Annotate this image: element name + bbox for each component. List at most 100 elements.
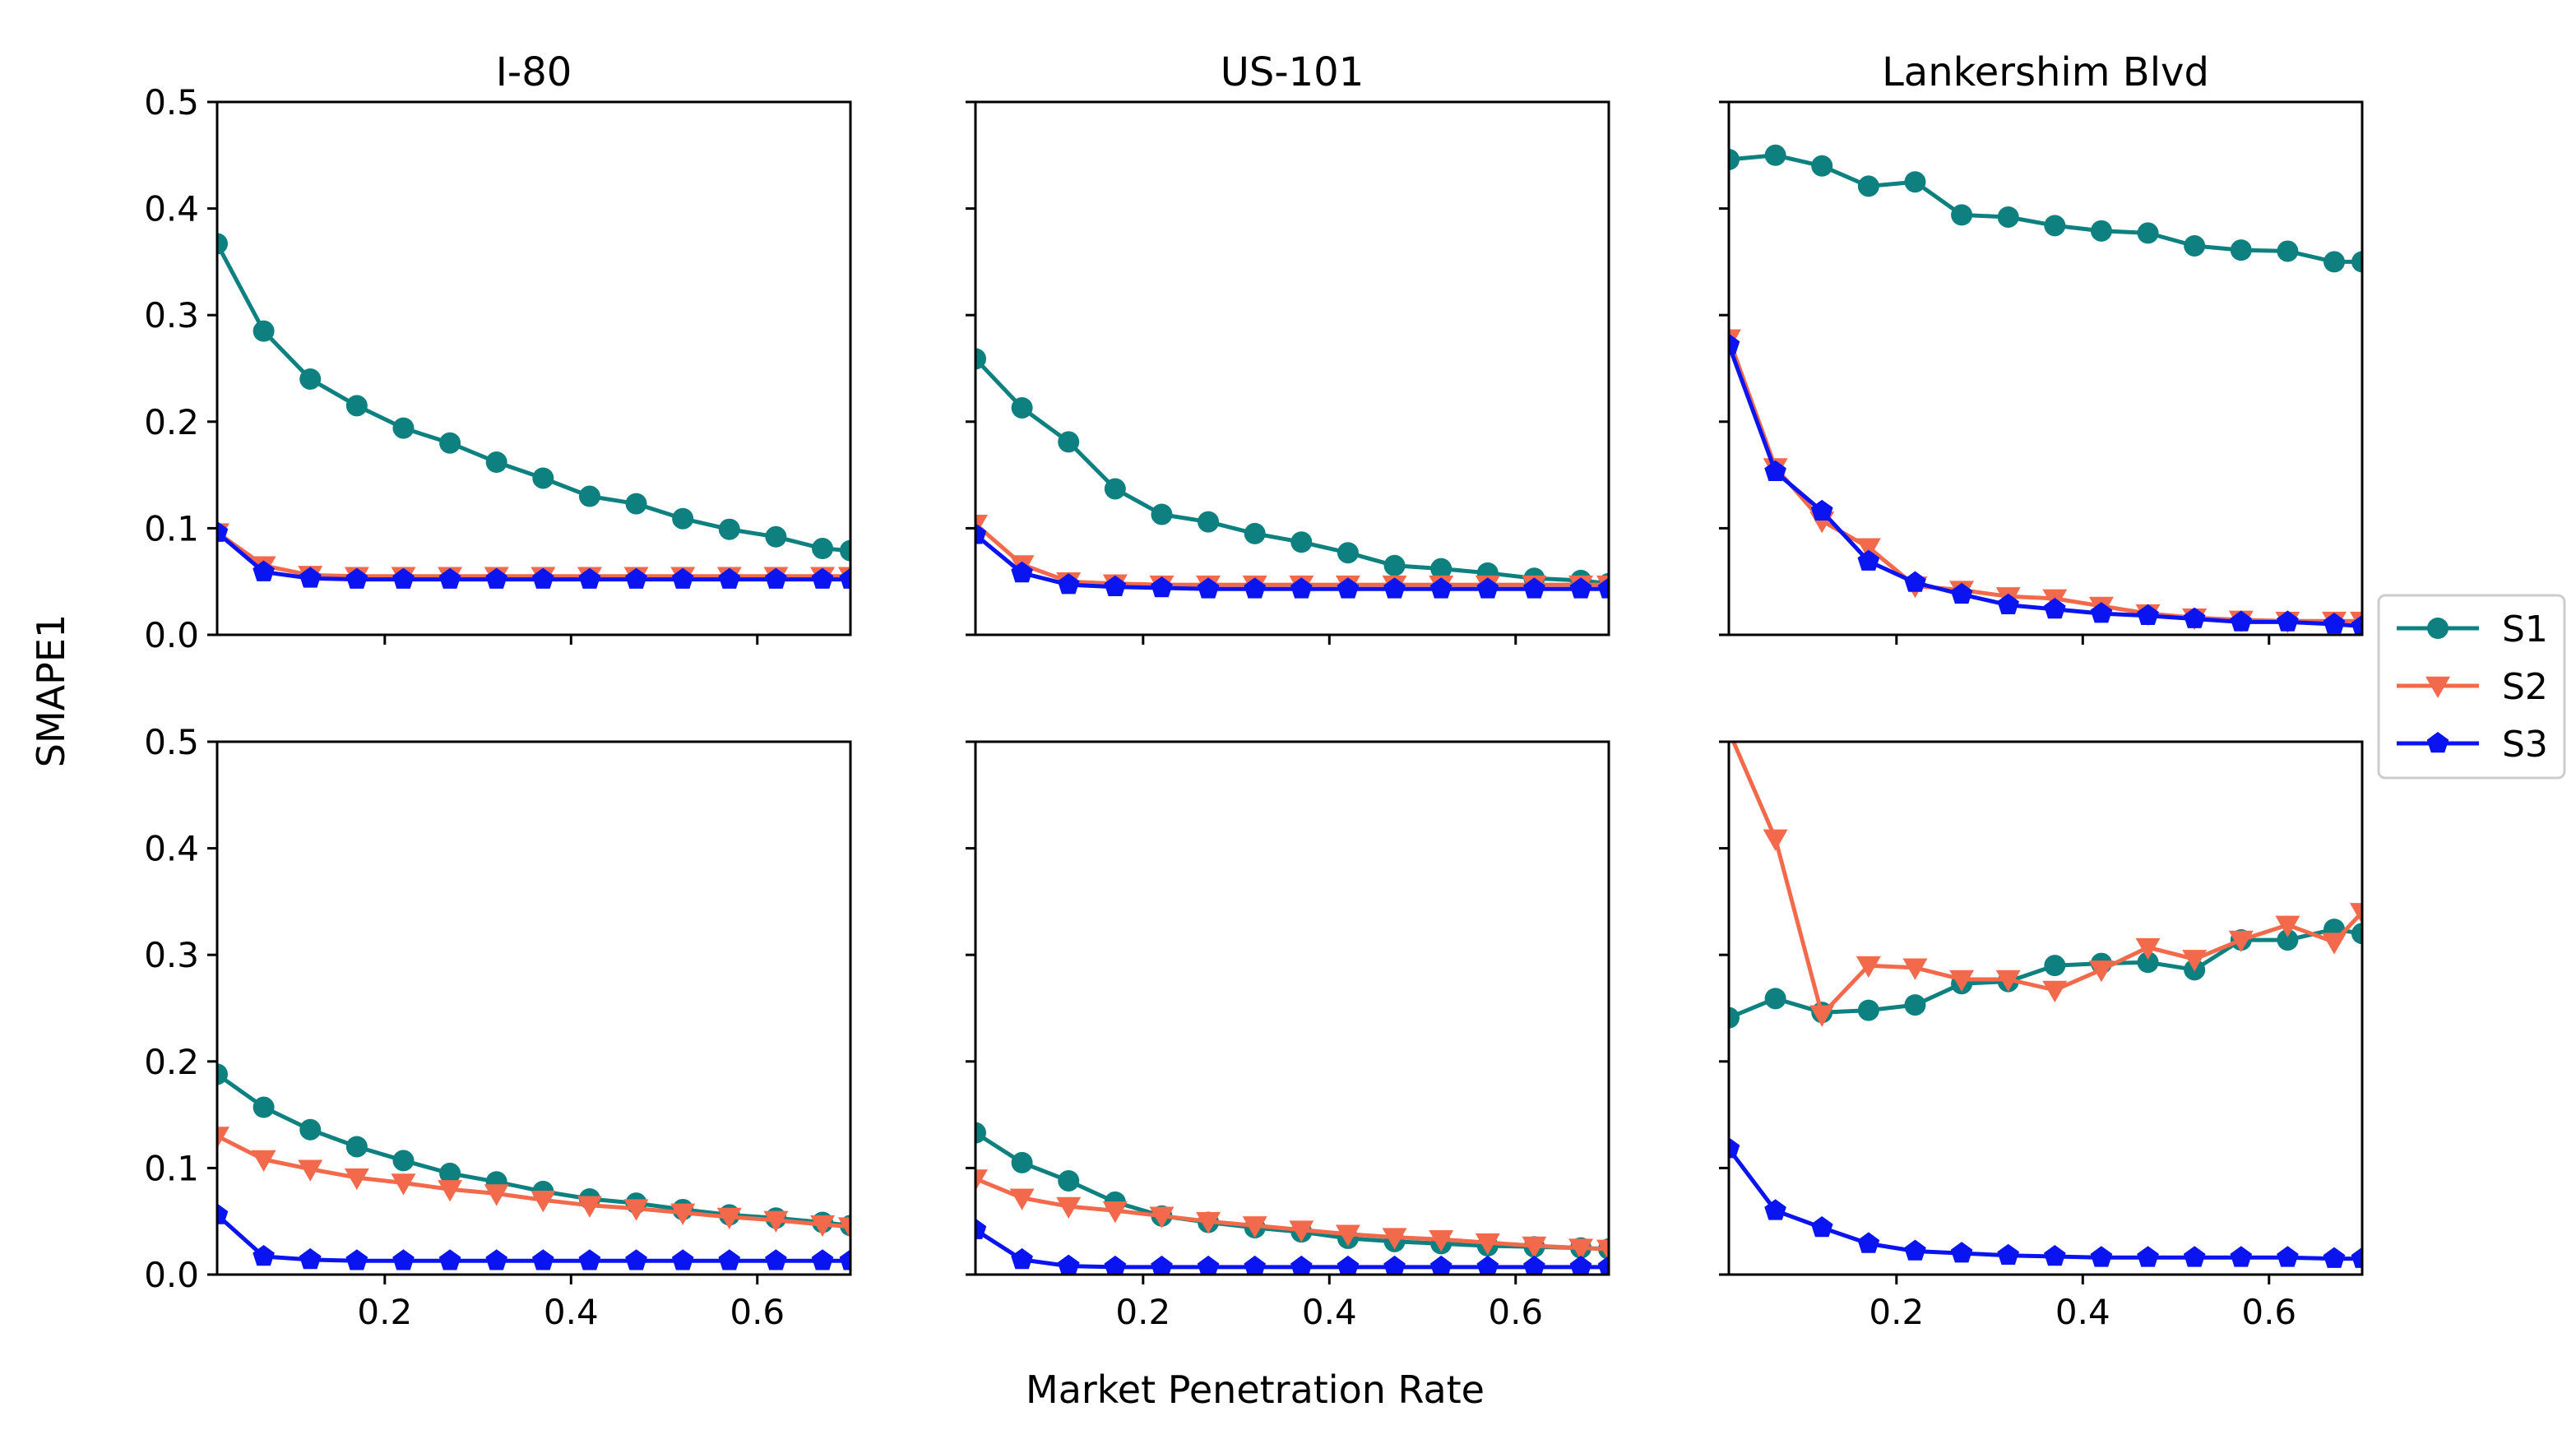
data-point-S1 [2137, 951, 2159, 974]
series-line-S2 [1730, 742, 2362, 1017]
series-line-S1 [217, 243, 850, 553]
data-point-S1 [299, 1118, 322, 1141]
x-axis-label: Market Penetration Rate [1026, 1368, 1485, 1412]
data-point-S3 [578, 1249, 601, 1270]
data-point-S3 [2277, 610, 2299, 632]
data-point-S3 [765, 567, 787, 589]
panel-title: Lankershim Blvd [1882, 49, 2209, 95]
data-point-S3 [1244, 577, 1266, 599]
series-group [975, 1122, 1609, 1275]
data-point-S1 [1904, 171, 1926, 193]
data-point-S3 [299, 1247, 322, 1270]
data-point-S2 [1902, 958, 1928, 980]
data-point-S3 [1429, 577, 1452, 599]
data-point-S1 [439, 1162, 461, 1184]
data-point-S3 [2044, 1245, 2066, 1266]
data-point-S3 [1810, 1216, 1833, 1238]
data-point-S2 [1149, 1206, 1174, 1229]
data-point-S2 [344, 1168, 369, 1191]
data-point-S3 [1729, 333, 1740, 354]
series-group [975, 348, 1609, 599]
data-point-S3 [1057, 573, 1080, 595]
data-point-S1 [1764, 144, 1786, 166]
data-point-S2 [1242, 1216, 1267, 1238]
data-point-S1 [299, 368, 322, 390]
y-tick-label: 0.0 [144, 1255, 199, 1295]
data-point-S3 [839, 567, 850, 589]
data-point-S3 [1997, 593, 2019, 614]
data-point-S1 [253, 1096, 275, 1118]
data-point-S1 [1104, 478, 1126, 500]
data-point-S3 [1104, 575, 1127, 596]
data-point-S2 [217, 1127, 229, 1149]
data-point-S3 [2277, 1246, 2299, 1267]
axes-frame [215, 740, 852, 1276]
data-point-S3 [1337, 1255, 1360, 1275]
data-point-S3 [975, 523, 987, 544]
data-point-S1 [485, 451, 507, 474]
data-point-S3 [625, 1249, 647, 1270]
series-group [1729, 742, 2362, 1268]
data-point-S3 [2090, 602, 2113, 623]
panel-title: US-101 [1221, 49, 1364, 95]
data-point-S3 [671, 567, 694, 589]
x-tick-label: 0.4 [544, 1292, 599, 1332]
data-point-S1 [1244, 522, 1266, 544]
data-point-S1 [1764, 988, 1786, 1010]
data-point-S1 [625, 493, 647, 515]
data-point-S1 [1011, 1151, 1033, 1173]
data-point-S1 [2044, 215, 2066, 237]
data-point-S2 [670, 1203, 696, 1225]
data-point-S1 [2277, 240, 2299, 262]
x-tick-label: 0.6 [730, 1292, 785, 1332]
data-point-S2 [1995, 970, 2021, 993]
data-point-S2 [1763, 829, 1788, 851]
data-point-S1 [975, 1122, 986, 1144]
data-point-S1 [2090, 220, 2112, 242]
data-point-S1 [1011, 396, 1033, 419]
data-point-S2 [1568, 1238, 1594, 1261]
data-point-S1 [217, 1063, 228, 1085]
data-point-S1 [1729, 1007, 1740, 1029]
axes-frame [1727, 100, 2364, 636]
data-point-S2 [1429, 1229, 1454, 1252]
data-point-S1 [2277, 929, 2299, 951]
y-tick-label: 0.4 [144, 189, 199, 229]
x-tick-label: 0.4 [2055, 1292, 2110, 1332]
data-point-S2 [1196, 1211, 1221, 1234]
axes-frame [215, 100, 852, 636]
data-point-S3 [1476, 577, 1499, 599]
y-tick-label: 0.3 [144, 935, 199, 975]
data-point-S2 [530, 1191, 556, 1213]
y-tick-label: 0.3 [144, 295, 199, 336]
data-point-S1 [1198, 511, 1220, 533]
data-point-S3 [2090, 1246, 2113, 1267]
data-point-S3 [1429, 1255, 1452, 1275]
data-point-S2 [2275, 915, 2300, 937]
panels: I-80 0.0 0.1 0.2 0.3 0.4 0.5 US-101 Lankershim B… [144, 49, 2364, 1332]
y-tick-label: 0.2 [144, 1042, 199, 1082]
data-point-S2 [1009, 1188, 1035, 1210]
data-point-S1 [345, 1136, 368, 1158]
panel-3: 0.0 0.1 0.2 0.3 0.4 0.5 0.2 0.4 0.6 [144, 722, 852, 1332]
data-point-S2 [1809, 1005, 1835, 1027]
data-point-S1 [532, 467, 554, 489]
data-point-S3 [1597, 1255, 1609, 1275]
data-point-S3 [671, 1249, 694, 1270]
x-tick-label: 0.4 [1302, 1292, 1357, 1332]
series-line-S2 [217, 1134, 850, 1229]
data-point-S2 [298, 1159, 323, 1182]
series-line-S3 [1729, 1147, 2362, 1261]
data-point-S2 [716, 1207, 742, 1230]
data-point-S2 [251, 1150, 276, 1173]
y-tick-label: 0.1 [144, 1148, 199, 1188]
data-point-S3 [392, 567, 415, 589]
data-point-S3 [1764, 1199, 1786, 1220]
data-point-S2 [1056, 1196, 1082, 1219]
x-tick-label: 0.2 [1115, 1292, 1170, 1332]
x-tick-label: 0.6 [1488, 1292, 1543, 1332]
data-point-S3 [1569, 577, 1592, 599]
data-point-S1 [1857, 999, 1879, 1021]
data-point-S3 [1151, 576, 1173, 598]
data-point-S3 [217, 1203, 229, 1224]
